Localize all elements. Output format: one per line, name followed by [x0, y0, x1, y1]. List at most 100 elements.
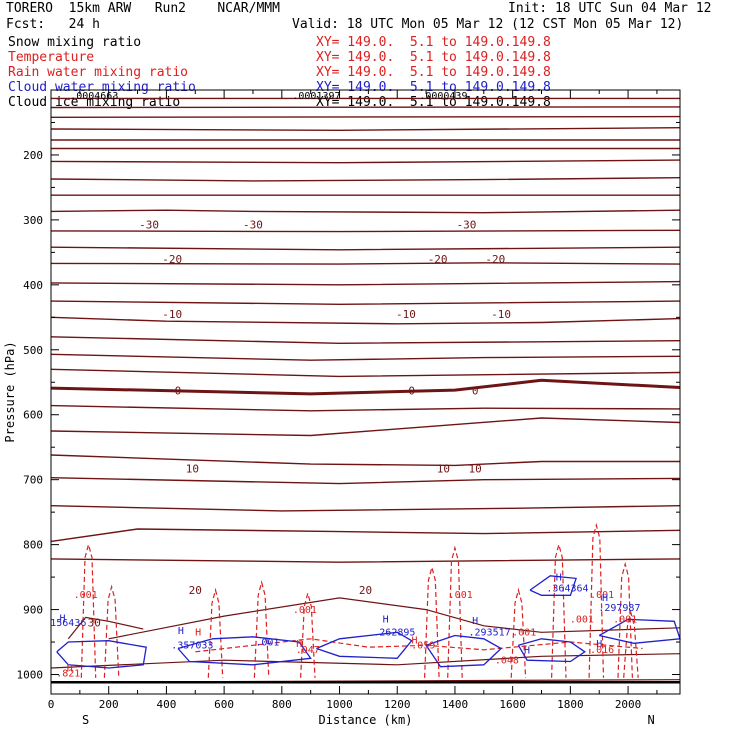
rain-contour [551, 542, 567, 678]
isotherm-label: -30 [457, 218, 477, 231]
x-tick-label: 2000 [615, 698, 642, 711]
rain-contour [195, 638, 643, 653]
isotherm-label: 10 [437, 463, 450, 476]
rain-label: .001 [293, 605, 317, 616]
isotherm-line [50, 528, 681, 543]
isotherm-label: 30 [88, 617, 101, 630]
cloud-water-high-marker: H [60, 613, 66, 624]
rain-high-marker: H [412, 635, 418, 646]
rain-label: .047 [296, 645, 320, 656]
isotherm-line [50, 115, 681, 118]
isotherm-line [50, 404, 681, 412]
rain-label: .001 [512, 628, 536, 639]
y-tick-label: 300 [23, 214, 43, 227]
isotherm-label: 20 [359, 584, 372, 597]
isotherm-line [50, 300, 681, 306]
isotherm-label: -10 [491, 308, 511, 321]
isotherm-line [50, 368, 681, 378]
isotherm-label: 0 [408, 385, 415, 398]
model-title: TORERO 15km ARW Run2 NCAR/MMM [6, 1, 280, 16]
isotherm-line [50, 127, 681, 132]
rain-label: .016 [590, 645, 614, 656]
isotherm-label: -20 [162, 253, 182, 266]
y-tick-label: 700 [23, 474, 43, 487]
isotherm-line [50, 209, 681, 214]
x-tick-label: 1600 [499, 698, 526, 711]
top-annotation: .0001397 [292, 91, 340, 102]
isotherm-label: -30 [243, 218, 263, 231]
rain-contour [103, 584, 120, 678]
x-tick-label: 1000 [326, 698, 353, 711]
cloud-water-label: .297987 [598, 603, 640, 614]
isotherm-label: -10 [396, 308, 416, 321]
cloud-water-label: .262895 [373, 628, 415, 639]
cloud-water-high-marker: H [383, 615, 389, 626]
rain-label: .001 [613, 615, 637, 626]
isotherm-label: 0 [175, 385, 182, 398]
rain-contour [207, 587, 224, 678]
rain-label: .059 [411, 641, 435, 652]
cloud-water-label: .364364 [546, 583, 588, 594]
cloud-water-contour [529, 575, 577, 596]
legend-snow-name: Snow mixing ratio [8, 35, 142, 50]
cloud-water-high-marker: H [602, 593, 608, 604]
isotherm-line [50, 280, 681, 286]
cloud-water-high-marker: H [596, 639, 602, 650]
cloud-water-contour [425, 634, 503, 668]
isotherm-label: -30 [139, 218, 159, 231]
isotherm-20-line [108, 597, 681, 640]
plot-frame [50, 89, 681, 695]
rain-contour [510, 587, 527, 678]
isotherm-label: -20 [428, 253, 448, 266]
isotherm-line [50, 262, 681, 265]
x-tick-label: 1200 [384, 698, 411, 711]
rain-contour [447, 545, 463, 678]
rain-contour [617, 561, 633, 678]
isotherm-line [50, 246, 681, 251]
cloud-water-high-marker: H [524, 646, 530, 657]
y-tick-label: 200 [23, 149, 43, 162]
isotherm-line [50, 353, 681, 361]
isotherm-label: 10 [186, 463, 199, 476]
legend-temperature-xy: XY= 149.0. 5.1 to 149.0.149.8 [316, 50, 551, 65]
rain-contour [424, 565, 440, 678]
y-tick-label: 600 [23, 409, 43, 422]
rain-contour [80, 542, 97, 678]
cloud-water-contour [56, 640, 147, 669]
rain-label: .048 [495, 655, 519, 666]
cloud-water-contour [177, 636, 312, 666]
isotherm-label: -20 [485, 253, 505, 266]
y-axis-title: Pressure (hPa) [3, 341, 17, 442]
legend-temperature-name: Temperature [8, 50, 95, 65]
isotherm-line [50, 106, 681, 109]
isotherm-label: 20 [189, 584, 202, 597]
rain-label: .001 [570, 615, 594, 626]
cloud-water-contour [316, 631, 413, 659]
cloud-water-label: .357033 [171, 641, 213, 652]
rain-high-marker: H [67, 663, 73, 674]
x-tick-label: 600 [214, 698, 234, 711]
cloud-water-high-marker: H [178, 626, 184, 637]
isotherm-line [50, 159, 681, 164]
isotherm-line [50, 177, 681, 182]
x-tick-label: 400 [156, 698, 176, 711]
isotherm-line [50, 316, 681, 325]
cloud-water-contour [517, 638, 586, 663]
forecast-hour: Fcst: 24 h [6, 17, 100, 32]
x-tick-label: 1800 [557, 698, 584, 711]
rain-label: .001 [590, 590, 614, 601]
init-time: Init: 18 UTC Sun 04 Mar 12 [508, 1, 712, 16]
y-tick-label: 1000 [17, 669, 44, 682]
cloud-water-contour [598, 618, 681, 644]
legend-snow-xy: XY= 149.0. 5.1 to 149.0.149.8 [316, 35, 551, 50]
rain-label: .001 [74, 590, 98, 601]
freezing-line [50, 378, 681, 396]
legend-rain-xy: XY= 149.0. 5.1 to 149.0.149.8 [316, 65, 551, 80]
rain-contour [588, 522, 605, 678]
cloud-water-label: 156436 [50, 618, 86, 629]
y-tick-label: 400 [23, 279, 43, 292]
cloud-water-label: .293517 [468, 628, 510, 639]
cloud-water-high-marker: H [472, 616, 478, 627]
cloud-water-label: .001 [255, 637, 279, 648]
